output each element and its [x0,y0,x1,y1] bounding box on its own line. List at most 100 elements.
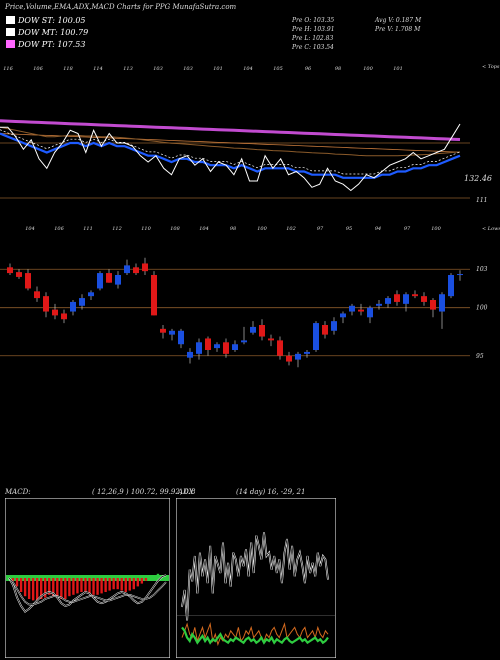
ema-top-tick: 116 [3,66,13,72]
macd-label-row: MACD: [5,488,31,496]
price-top-tick: 104 [199,226,209,232]
candle-body [385,298,391,304]
price-top-tick: 94 [375,226,381,232]
candle-body [232,344,238,350]
macd-histogram-bar [48,578,51,595]
macd-chart [5,498,170,658]
macd-histogram-bar [132,578,135,590]
ema-value-label: 132.46 [464,174,492,183]
price-top-tick: 98 [230,226,236,232]
macd-histogram-bar [120,578,123,591]
price-top-tick: 97 [404,226,411,232]
ema-level-label: 111 [476,197,487,204]
quote-high: Pre H: 103.91 [292,26,335,33]
price-top-tick: 111 [83,226,93,232]
price-panel: 104 106 111 112 110 108 104 98 100 102 97 95 94 97 100… [0,226,500,368]
candle-body [52,309,58,316]
macd-histogram-bar [164,576,168,578]
candle-body [169,330,175,335]
macd-histogram-bar [92,578,95,595]
ema-top-tick: 114 [93,66,103,72]
candle-body [187,351,193,358]
macd-histogram-bar [128,578,131,591]
candle-body [142,263,148,272]
macd-histogram-bar [72,578,75,595]
macd-histogram-bar [156,573,160,578]
macd-histogram-bar [31,578,35,601]
macd-histogram-bar [116,578,119,590]
macd-histogram-bar [84,578,87,592]
price-close-line [0,123,461,192]
ema-top-tick: 100 [363,66,373,72]
candle-body [313,323,319,350]
candle-body [241,340,247,343]
macd-plot [6,573,169,613]
price-level-label: 103 [476,266,488,273]
legend-dow-pt-label: DOW PT: 107.53 [18,40,86,49]
candle-body [295,353,301,360]
adx-plot [177,532,335,647]
macd-histogram-bar [140,578,144,584]
candle-body [376,303,382,306]
quote-open: Pre O: 103.35 [292,17,335,24]
macd-histogram-bar [96,578,99,595]
macd-histogram-bar [60,578,63,599]
adx-minus-di-line [181,622,329,647]
macd-histogram-bar [112,578,115,590]
candle-body [223,342,229,354]
macd-histogram-bar [100,578,103,594]
adx-frame [176,498,336,658]
macd-histogram-bar [152,575,156,578]
price-top-tick: 106 [54,226,64,232]
macd-histogram-bar [11,578,15,581]
candle-body [97,273,103,289]
ema-top-tick: 101 [213,66,223,72]
macd-histogram-bar [108,578,111,591]
price-top-tick: 97 [317,226,324,232]
candle-body [457,274,463,276]
legend-dow-st: DOW ST: 100.05 [6,16,88,28]
candle-body [403,294,409,304]
dow-legend: DOW ST: 100.05 DOW MT: 100.79 DOW PT: 10… [6,16,88,52]
macd-histogram-bar [19,578,23,592]
ema-top-tick: 98 [335,66,341,72]
macd-histogram-bar [136,578,140,587]
adx-label: ADX [178,488,194,496]
candle-body [133,267,139,274]
candle-body [367,307,373,318]
candle-body [7,267,13,274]
candle-body [61,313,67,320]
macd-histogram-bar [104,578,107,592]
legend-swatch-pt [6,40,15,48]
ema-panel: 116 106 118 114 113 103 103 101 104 105 96 98 100 101… [0,64,500,204]
macd-histogram-bar [56,578,59,598]
candle-body [448,275,454,297]
macd-params: ( 12,26,9 ) 100.72, 99.92, 0.8 [92,488,196,496]
adx-plus-di-inner [181,532,329,621]
macd-histogram-bar [80,578,83,592]
candle-body [88,292,94,297]
price-top-tick: 95 [346,226,352,232]
candle-body [394,294,400,302]
volume-box-2: Pre V: 1.708 M [375,26,420,35]
price-right-label: < Lows [482,226,500,232]
candle-body [196,342,202,354]
quote-low: Pre L: 102.83 [292,35,334,42]
candle-body [268,338,274,341]
ema-long-line [0,119,461,141]
legend-dow-st-label: DOW ST: 100.05 [18,16,86,25]
adx-line [181,626,329,645]
quote-avg-volume: Avg V: 0.187 M [375,17,422,24]
price-top-tick: 104 [25,226,35,232]
macd-histogram-bar [76,578,79,594]
candle-body [340,313,346,318]
candle-body [205,338,211,350]
ema-right-label: < Tops [482,64,500,70]
chart-title: Price,Volume,EMA,ADX,MACD Charts for PPG… [5,3,237,11]
macd-zero-band [6,575,169,581]
macd-histogram-bar [44,578,47,598]
candle-body [358,309,364,312]
ema-fast-line [0,132,461,179]
ema-top-tick: 106 [33,66,43,72]
